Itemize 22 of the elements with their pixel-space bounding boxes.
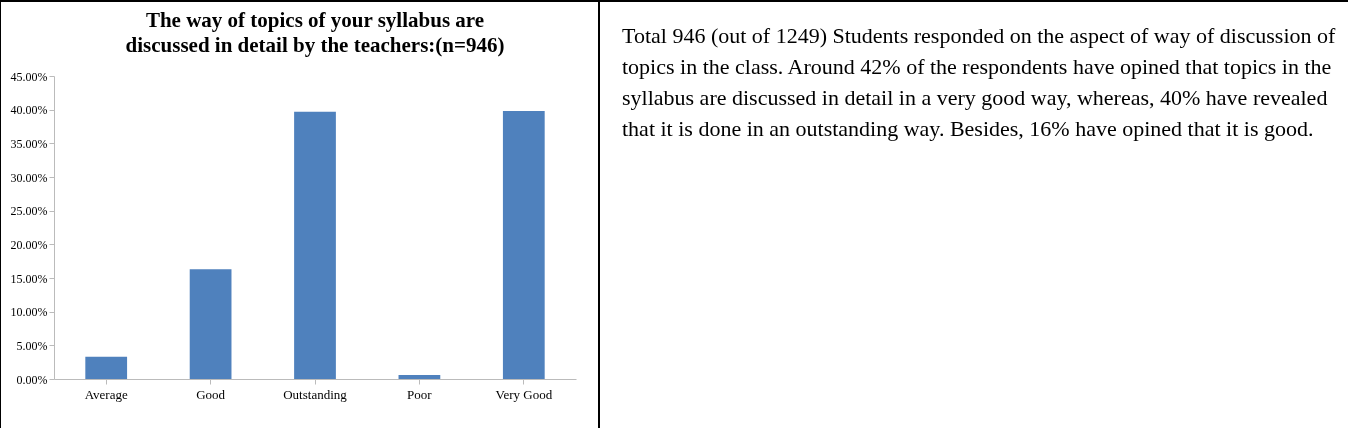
x-tick-label: Very Good xyxy=(495,386,553,402)
y-tick-label: 35.00% xyxy=(10,136,48,151)
y-tick-label: 10.00% xyxy=(10,305,48,320)
y-tick-label: 40.00% xyxy=(10,103,48,118)
chart-title: The way of topics of your syllabus are discussed in detail by the teachers:(n=946) xyxy=(125,8,505,57)
x-tick-label: Outstanding xyxy=(283,386,348,402)
y-tick-label: 5.00% xyxy=(16,338,48,353)
y-tick-label: 0.00% xyxy=(16,372,48,387)
y-tick-label: 25.00% xyxy=(10,204,48,219)
y-tick-label: 30.00% xyxy=(10,170,48,185)
bar xyxy=(502,111,545,379)
bar xyxy=(294,111,336,379)
y-tick-label: 20.00% xyxy=(10,237,48,252)
x-tick-label: Good xyxy=(196,386,226,402)
y-tick-label: 15.00% xyxy=(10,271,48,286)
bar xyxy=(398,374,441,379)
bar xyxy=(85,356,128,379)
y-tick-label: 45.00% xyxy=(10,69,48,84)
bar xyxy=(189,269,232,379)
x-tick-label: Poor xyxy=(407,386,433,402)
text: Total 946 (out of 1249) Students responded on the aspect of way of discussion of topics in the class. Around 42% of the respondents have opined that topics in the syllabus are discussed in detail in a very good way, whereas, 40% have revealed that it is done in an outstanding way. Besides, 16% have opined that it is good. xyxy=(622,22,1336,143)
x-tick-label: Average xyxy=(84,386,128,402)
